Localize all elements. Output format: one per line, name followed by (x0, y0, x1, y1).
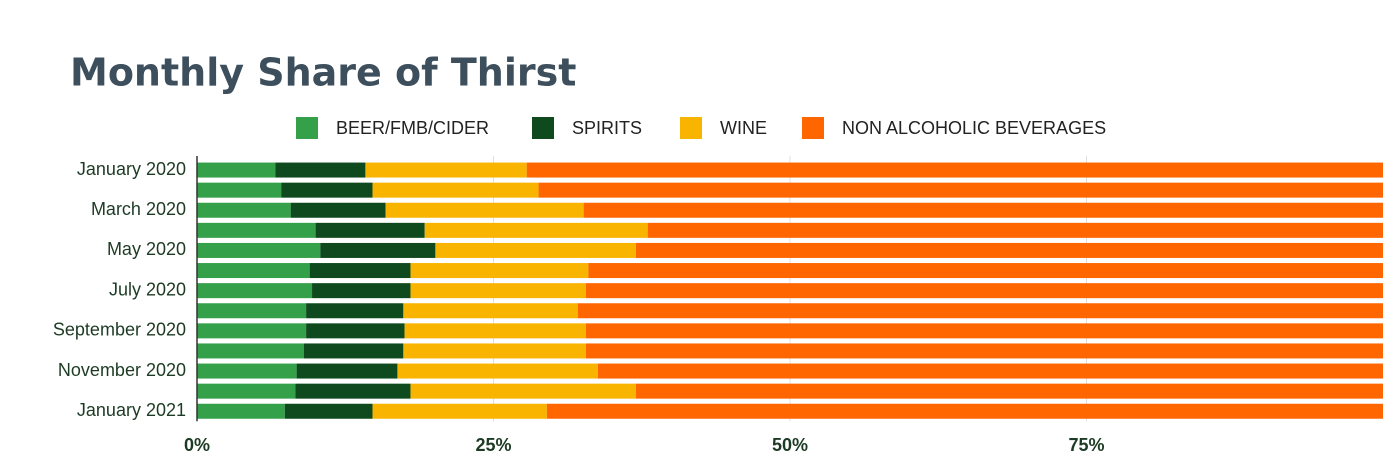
bar-segment (290, 202, 386, 218)
y-tick-label: November 2020 (58, 360, 186, 380)
x-tick-label: 25% (475, 435, 511, 455)
chart-title: Monthly Share of Thirst (70, 51, 576, 95)
bar-segment (435, 242, 636, 258)
bar-segment (586, 283, 1383, 299)
bar-segment (424, 222, 648, 238)
bar-segment (320, 242, 436, 258)
x-tick-label: 0% (184, 435, 210, 455)
bar-segment (404, 323, 587, 339)
bar-segment (410, 263, 589, 279)
bar-segment (372, 403, 547, 419)
bar-segment (197, 363, 297, 379)
y-tick-label: July 2020 (109, 279, 186, 299)
y-tick-label: January 2020 (77, 159, 186, 179)
bar-segment (635, 242, 1383, 258)
bar-segment (635, 383, 1383, 399)
bar-segment (315, 222, 425, 238)
bar-segment (303, 343, 404, 359)
bar-segment (197, 403, 285, 419)
bar-segment (526, 162, 1383, 178)
legend-swatch (532, 117, 554, 139)
bar-segment (372, 182, 539, 198)
bar-segment (647, 222, 1383, 238)
bar-segment (586, 343, 1383, 359)
bar-segment (197, 202, 291, 218)
legend-label: NON ALCOHOLIC BEVERAGES (842, 118, 1106, 138)
bar-segment (284, 403, 373, 419)
bar-segment (197, 263, 310, 279)
bar-segment (306, 303, 404, 319)
bar-segment (197, 323, 307, 339)
legend-label: WINE (720, 118, 767, 138)
bar-segment (546, 403, 1383, 419)
bar-segment (197, 283, 313, 299)
bar-segment (309, 263, 411, 279)
bar-segment (577, 303, 1383, 319)
bar-segment (588, 263, 1383, 279)
x-tick-label: 75% (1068, 435, 1104, 455)
bar-segment (306, 323, 405, 339)
bar-segment (538, 182, 1383, 198)
bar-segment (403, 343, 587, 359)
y-tick-label: September 2020 (53, 320, 186, 340)
legend-swatch (680, 117, 702, 139)
bar-segment (197, 303, 307, 319)
legend-label: SPIRITS (572, 118, 642, 138)
bar-segment (385, 202, 584, 218)
bar-segment (410, 383, 636, 399)
bar-segment (295, 383, 411, 399)
legend-swatch (296, 117, 318, 139)
bar-segment (312, 283, 411, 299)
y-tick-label: January 2021 (77, 400, 186, 420)
bar-segment (197, 343, 304, 359)
y-tick-label: March 2020 (91, 199, 186, 219)
bar-segment (597, 363, 1383, 379)
bar-segment (403, 303, 578, 319)
bar-segment (197, 162, 276, 178)
x-tick-label: 50% (772, 435, 808, 455)
bar-segment (281, 182, 373, 198)
bar-segment (583, 202, 1383, 218)
legend-label: BEER/FMB/CIDER (336, 118, 489, 138)
y-tick-label: May 2020 (107, 239, 186, 259)
bar-segment (275, 162, 366, 178)
bar-segment (365, 162, 527, 178)
bar-segment (296, 363, 398, 379)
bar-segment (197, 222, 316, 238)
bar-segment (586, 323, 1383, 339)
bar-segment (197, 182, 282, 198)
bar-segment (197, 383, 296, 399)
bar-segment (397, 363, 598, 379)
legend-swatch (802, 117, 824, 139)
bar-segment (197, 242, 321, 258)
bar-segment (410, 283, 587, 299)
